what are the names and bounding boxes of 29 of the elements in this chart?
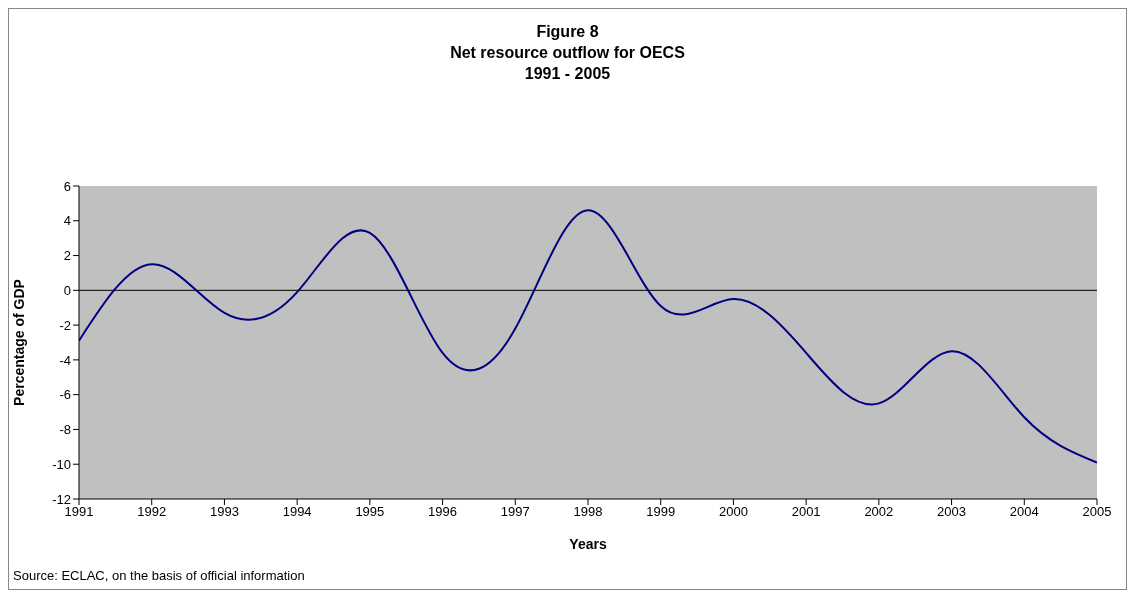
- x-tick-label: 1999: [646, 504, 676, 520]
- x-tick-label: 1993: [209, 504, 239, 520]
- y-tick-label: -12: [52, 491, 71, 507]
- x-tick-label: 1997: [500, 504, 530, 520]
- x-axis-title: Years: [569, 536, 607, 552]
- x-tick-label: 1991: [64, 504, 94, 520]
- y-tick-label: 6: [63, 178, 71, 194]
- x-tick-label: 1995: [355, 504, 385, 520]
- y-tick-label: -6: [59, 387, 71, 403]
- y-tick-label: -10: [52, 456, 71, 472]
- y-tick-label: 2: [63, 248, 71, 264]
- y-tick-label: -4: [59, 352, 71, 368]
- y-tick-label: -2: [59, 317, 71, 333]
- y-tick-label: -8: [59, 422, 71, 438]
- x-tick-label: 2002: [864, 504, 894, 520]
- x-tick-label: 1992: [137, 504, 167, 520]
- x-tick-label: 2001: [791, 504, 821, 520]
- y-tick-label: 4: [63, 213, 71, 229]
- x-tick-label: 2000: [718, 504, 748, 520]
- y-tick-label: 0: [63, 282, 71, 298]
- x-tick-label: 1998: [573, 504, 603, 520]
- y-axis-title: Percentage of GDP: [10, 279, 27, 406]
- x-tick-label: 2005: [1082, 504, 1112, 520]
- source-note: Source: ECLAC, on the basis of official information: [13, 568, 305, 583]
- x-tick-label: 1996: [428, 504, 458, 520]
- x-tick-label: 2004: [1009, 504, 1039, 520]
- x-tick-label: 1994: [282, 504, 312, 520]
- x-tick-label: 2003: [937, 504, 967, 520]
- chart-title: Figure 8 Net resource outflow for OECS 1991 - 2005: [449, 22, 686, 84]
